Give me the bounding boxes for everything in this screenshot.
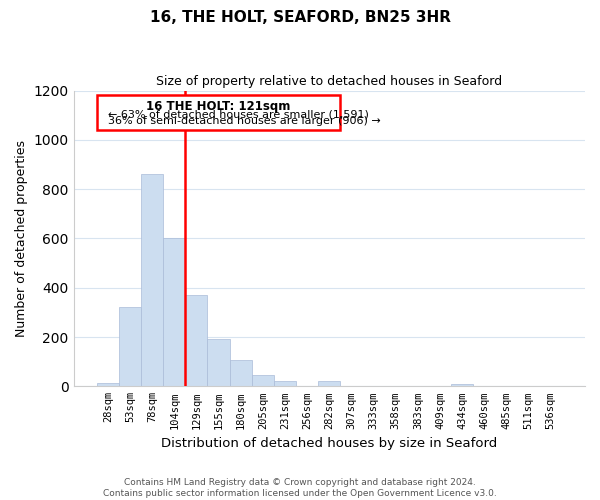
Text: 16, THE HOLT, SEAFORD, BN25 3HR: 16, THE HOLT, SEAFORD, BN25 3HR [149,10,451,25]
Bar [185,295,208,386]
Bar [97,384,119,386]
Bar [230,360,252,386]
Bar [97,96,340,130]
Bar [119,308,141,386]
Y-axis label: Number of detached properties: Number of detached properties [15,140,28,337]
Title: Size of property relative to detached houses in Seaford: Size of property relative to detached ho… [156,75,502,88]
Text: 36% of semi-detached houses are larger (906) →: 36% of semi-detached houses are larger (… [108,116,380,126]
X-axis label: Distribution of detached houses by size in Seaford: Distribution of detached houses by size … [161,437,497,450]
Bar [252,375,274,386]
Text: 16 THE HOLT: 121sqm: 16 THE HOLT: 121sqm [146,100,291,113]
Text: Contains HM Land Registry data © Crown copyright and database right 2024.
Contai: Contains HM Land Registry data © Crown c… [103,478,497,498]
Bar [163,238,185,386]
Bar [274,382,296,386]
Bar [141,174,163,386]
Bar [208,340,230,386]
Bar [451,384,473,386]
Text: ← 63% of detached houses are smaller (1,591): ← 63% of detached houses are smaller (1,… [108,109,369,119]
Bar [318,382,340,386]
